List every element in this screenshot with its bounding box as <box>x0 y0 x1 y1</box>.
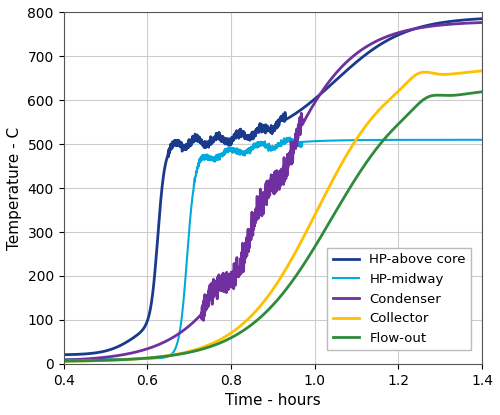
Flow-out <box>471 90 477 95</box>
HP-midway <box>108 356 114 361</box>
Collector <box>108 358 114 363</box>
HP-above core <box>133 333 139 338</box>
Line: Collector: Collector <box>64 71 482 361</box>
HP-midway <box>426 137 432 142</box>
Condenser <box>479 20 485 25</box>
HP-above core <box>221 138 227 143</box>
Flow-out <box>479 89 485 94</box>
HP-above core <box>479 16 485 21</box>
HP-midway <box>133 356 139 361</box>
HP-above core <box>426 22 432 27</box>
Flow-out <box>108 358 114 363</box>
Collector <box>426 70 432 75</box>
Flow-out <box>239 329 245 334</box>
Line: HP-midway: HP-midway <box>64 137 482 359</box>
X-axis label: Time - hours: Time - hours <box>225 393 320 408</box>
Legend: HP-above core, HP-midway, Condenser, Collector, Flow-out: HP-above core, HP-midway, Condenser, Col… <box>328 248 472 350</box>
Condenser <box>108 354 114 359</box>
Collector <box>60 359 66 364</box>
Condenser <box>471 20 477 25</box>
Line: Flow-out: Flow-out <box>64 92 482 361</box>
Collector <box>239 322 245 327</box>
Flow-out <box>426 94 432 99</box>
HP-above core <box>239 131 245 136</box>
HP-midway <box>471 137 477 142</box>
HP-above core <box>471 17 477 22</box>
HP-above core <box>60 352 66 357</box>
Condenser <box>426 24 432 29</box>
HP-midway <box>221 150 227 155</box>
Collector <box>471 69 477 74</box>
HP-midway <box>239 151 245 156</box>
Flow-out <box>60 359 66 364</box>
Line: Condenser: Condenser <box>64 22 482 360</box>
HP-midway <box>60 357 66 362</box>
Line: HP-above core: HP-above core <box>64 19 482 355</box>
Flow-out <box>133 356 139 361</box>
HP-midway <box>479 137 485 142</box>
Condenser <box>133 349 139 354</box>
Condenser <box>60 358 66 363</box>
Condenser <box>239 258 245 263</box>
HP-midway <box>287 135 293 140</box>
Collector <box>479 68 485 73</box>
Y-axis label: Temperature - C: Temperature - C <box>7 127 22 250</box>
HP-above core <box>108 347 114 352</box>
Condenser <box>221 281 227 286</box>
Collector <box>133 356 139 361</box>
Collector <box>221 335 227 340</box>
Flow-out <box>221 339 227 344</box>
